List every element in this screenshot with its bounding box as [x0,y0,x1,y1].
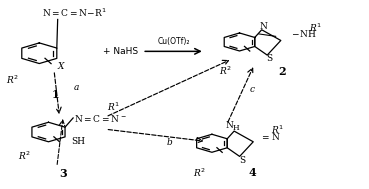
Text: X: X [58,62,65,71]
Text: S: S [266,54,272,63]
Text: a: a [73,83,79,92]
Text: N: N [226,121,234,130]
Text: $\!-\!$NH: $\!-\!$NH [291,28,317,39]
Text: R$^1$: R$^1$ [271,123,283,136]
Text: SH: SH [71,137,85,146]
Text: $=$N: $=$N [260,131,280,142]
Text: b: b [167,138,173,147]
Text: R$^2$: R$^2$ [6,73,18,86]
Text: 3: 3 [59,168,67,179]
Text: + NaHS: + NaHS [103,47,138,56]
Text: N: N [259,22,267,31]
Text: R$^1$: R$^1$ [310,21,322,33]
Text: R$^2$: R$^2$ [193,166,205,179]
Text: R$^1$: R$^1$ [107,101,119,113]
Text: H: H [232,124,239,132]
Text: 1: 1 [52,89,60,100]
Text: Cu(OTf)₂: Cu(OTf)₂ [157,36,190,46]
Text: 2: 2 [278,66,286,77]
Text: R$^2$: R$^2$ [18,149,31,162]
Text: R$^2$: R$^2$ [218,65,231,77]
Text: 4: 4 [249,167,256,178]
Text: N$=$C$=$N$^-$: N$=$C$=$N$^-$ [73,113,126,124]
Text: N$=$C$=$N$-$R$^1$: N$=$C$=$N$-$R$^1$ [42,7,107,19]
Text: S: S [239,156,245,165]
Text: c: c [250,85,255,94]
